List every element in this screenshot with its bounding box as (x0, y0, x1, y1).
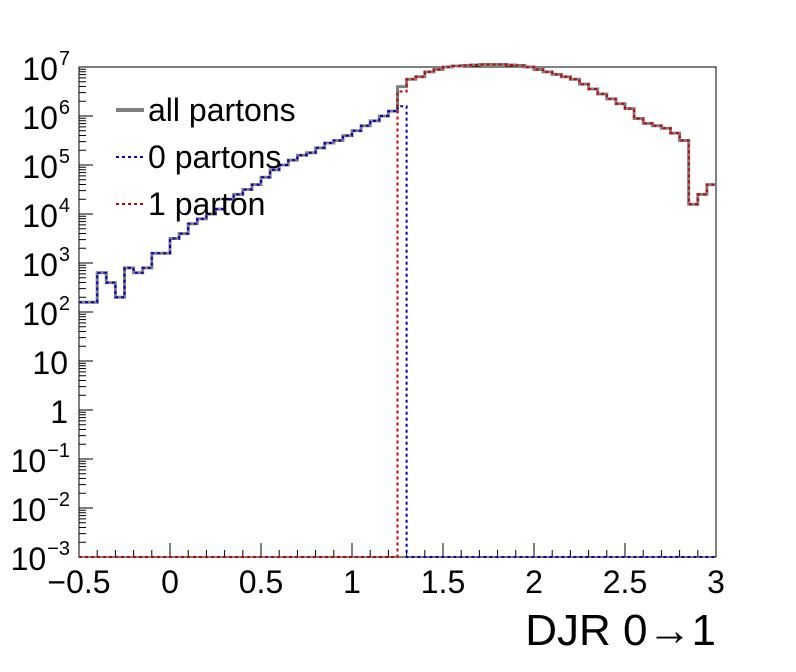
y-tick-label: 10 (32, 345, 68, 381)
legend-label: all partons (148, 92, 296, 128)
y-tick-label: 1 (50, 394, 68, 430)
svg-text:−3: −3 (47, 538, 70, 560)
svg-text:10: 10 (32, 345, 68, 381)
svg-text:10: 10 (22, 296, 58, 332)
svg-text:−2: −2 (47, 489, 70, 511)
series-0-partons-line (79, 105, 716, 558)
svg-text:10: 10 (22, 247, 58, 283)
series-1-parton-line (79, 63, 716, 558)
x-tick-label: 1.5 (421, 564, 465, 600)
svg-text:1: 1 (50, 394, 68, 430)
x-tick-label: 1 (343, 564, 361, 600)
svg-text:10: 10 (11, 443, 47, 479)
y-tick-label: 610 (22, 97, 70, 136)
y-tick-label: 210 (22, 293, 70, 332)
y-tick-label: −110 (11, 440, 70, 479)
y-tick-label: 310 (22, 244, 70, 283)
x-axis-title: DJR 0→1 (525, 606, 716, 655)
svg-text:10: 10 (22, 100, 58, 136)
svg-text:10: 10 (11, 492, 47, 528)
legend-entry: all partons (116, 92, 296, 128)
svg-text:4: 4 (59, 195, 70, 217)
svg-text:6: 6 (59, 97, 70, 119)
y-tick-label: −310 (11, 538, 70, 577)
legend: all partons 0 partons 1 parton (116, 92, 296, 222)
x-axis-tick-labels: −0.5 0 0.5 1 1.5 2 2.5 3 (47, 564, 724, 600)
y-tick-label: 510 (22, 146, 70, 185)
x-tick-label: 3 (707, 564, 725, 600)
y-tick-label: 710 (22, 48, 70, 87)
svg-text:7: 7 (59, 48, 70, 70)
svg-text:−1: −1 (47, 440, 70, 462)
x-tick-label: 2 (525, 564, 543, 600)
svg-text:10: 10 (22, 149, 58, 185)
svg-text:2: 2 (59, 293, 70, 315)
x-tick-label: 0.5 (239, 564, 283, 600)
svg-text:10: 10 (11, 541, 47, 577)
y-tick-label: 410 (22, 195, 70, 234)
legend-entry: 0 partons (116, 139, 281, 175)
svg-text:10: 10 (22, 198, 58, 234)
svg-text:10: 10 (22, 51, 58, 87)
legend-label: 0 partons (148, 139, 281, 175)
x-tick-label: 0 (161, 564, 179, 600)
legend-entry: 1 parton (116, 186, 265, 222)
svg-text:5: 5 (59, 146, 70, 168)
x-tick-label: 2.5 (603, 564, 647, 600)
svg-text:3: 3 (59, 244, 70, 266)
x-tick-label: −0.5 (47, 564, 110, 600)
series-layer (79, 63, 716, 558)
y-tick-label: −210 (11, 489, 70, 528)
legend-label: 1 parton (148, 186, 265, 222)
